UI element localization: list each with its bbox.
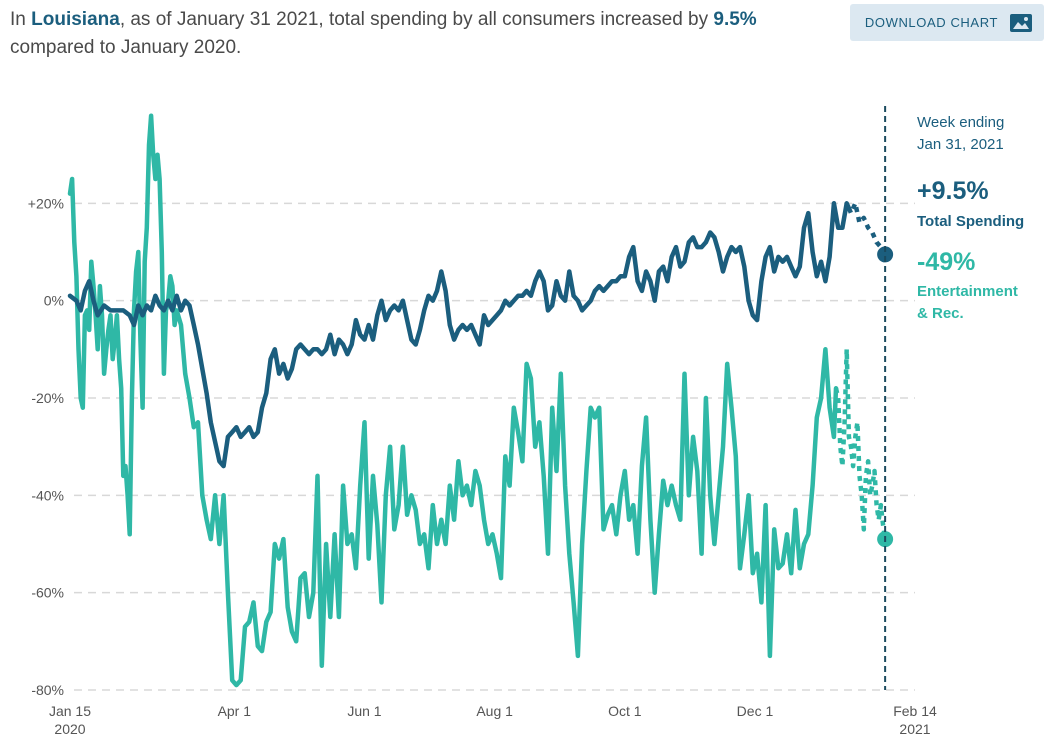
x-axis-ticks: Jan 15 2020 Apr 1 Jun 1 Aug 1 Oct 1 Dec 1 Feb 1… bbox=[49, 703, 937, 737]
chart-headline: In Louisiana, as of January 31 2021, tot… bbox=[10, 6, 830, 62]
headline-middle: , as of January 31 2021, total spending … bbox=[119, 9, 714, 30]
image-icon bbox=[1010, 13, 1032, 32]
y-tick-label: 0% bbox=[44, 293, 64, 309]
x-tick-year-label: 2020 bbox=[54, 721, 85, 737]
y-tick-label: -40% bbox=[31, 487, 64, 503]
y-tick-label: +20% bbox=[28, 195, 64, 211]
series-layer bbox=[67, 113, 894, 688]
headline-suffix: compared to January 2020. bbox=[10, 37, 242, 58]
headline-value: 9.5% bbox=[713, 9, 757, 30]
y-axis-ticks: +20% 0% -20% -40% -60% -80% bbox=[28, 195, 64, 698]
x-tick-label: Feb 14 bbox=[893, 703, 937, 719]
x-tick-year-label: 2021 bbox=[899, 721, 930, 737]
week-ending-label: Week ending bbox=[917, 114, 1004, 131]
entertainment-label-line1: Entertainment bbox=[917, 283, 1018, 300]
x-tick-label: Apr 1 bbox=[218, 703, 252, 719]
entertainment-label-line2: & Rec. bbox=[917, 305, 964, 322]
y-tick-label: -20% bbox=[31, 390, 64, 406]
y-tick-label: -80% bbox=[31, 682, 64, 698]
entertainment-value: -49% bbox=[917, 248, 975, 276]
total-spending-line-solid bbox=[67, 201, 852, 469]
week-ending-date: Jan 31, 2021 bbox=[917, 136, 1004, 153]
total-spending-line-projected bbox=[846, 201, 888, 256]
x-tick-label: Aug 1 bbox=[476, 703, 513, 719]
x-tick-label: Oct 1 bbox=[608, 703, 642, 719]
total-spending-value: +9.5% bbox=[917, 177, 989, 205]
headline-state: Louisiana bbox=[31, 9, 120, 30]
download-chart-label: DOWNLOAD CHART bbox=[864, 15, 998, 30]
download-chart-button[interactable]: DOWNLOAD CHART bbox=[850, 4, 1044, 41]
y-tick-label: -60% bbox=[31, 585, 64, 601]
x-tick-label: Jan 15 bbox=[49, 703, 91, 719]
total-spending-label: Total Spending bbox=[917, 213, 1024, 230]
entertainment-line-solid bbox=[67, 113, 839, 688]
total-spending-end-point bbox=[877, 246, 894, 263]
entertainment-line-projected bbox=[833, 347, 888, 540]
x-tick-label: Dec 1 bbox=[737, 703, 774, 719]
x-tick-label: Jun 1 bbox=[347, 703, 381, 719]
annotation: Week ending Jan 31, 2021 +9.5% Total Spe… bbox=[917, 114, 1024, 322]
headline-prefix: In bbox=[10, 9, 32, 30]
